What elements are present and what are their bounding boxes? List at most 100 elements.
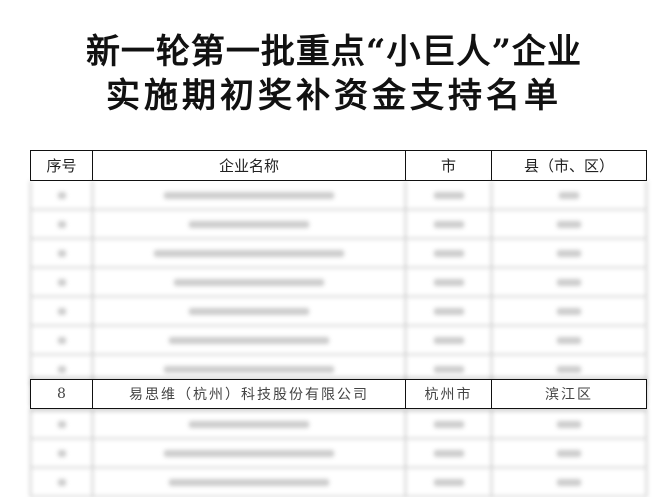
row-city: 杭州市 xyxy=(405,380,491,408)
redacted-text xyxy=(433,307,464,315)
blurred-cell xyxy=(92,181,405,209)
redacted-text xyxy=(433,420,464,428)
redacted-text xyxy=(57,278,66,286)
blurred-cell xyxy=(405,355,491,383)
redacted-text xyxy=(557,220,581,228)
redacted-text xyxy=(57,307,66,315)
blurred-cell xyxy=(92,355,405,383)
blurred-cell xyxy=(30,210,92,238)
blurred-cell xyxy=(92,326,405,354)
blurred-cell xyxy=(405,210,491,238)
redacted-text xyxy=(164,365,334,373)
blurred-cell xyxy=(405,326,491,354)
redacted-text xyxy=(164,449,334,457)
blurred-cell xyxy=(491,439,647,467)
redacted-text xyxy=(57,336,66,344)
blurred-cell xyxy=(405,181,491,209)
blurred-table-row xyxy=(30,439,647,468)
blurred-cell xyxy=(491,268,647,296)
redacted-text xyxy=(559,191,579,199)
blurred-cell xyxy=(405,410,491,438)
blurred-cell xyxy=(92,468,405,496)
blurred-cell xyxy=(405,297,491,325)
redacted-text xyxy=(557,249,581,257)
blurred-cell xyxy=(30,355,92,383)
redacted-text xyxy=(189,220,309,228)
table-row-highlighted: 8 易思维（杭州）科技股份有限公司 杭州市 滨江区 xyxy=(30,379,647,409)
blurred-table-row xyxy=(30,326,647,355)
blurred-cell xyxy=(92,297,405,325)
blurred-table-row xyxy=(30,410,647,439)
blurred-cell xyxy=(405,268,491,296)
header-city: 市 xyxy=(405,151,491,180)
blurred-cell xyxy=(92,239,405,267)
blurred-cell xyxy=(405,239,491,267)
blurred-cell xyxy=(491,297,647,325)
blurred-cell xyxy=(491,468,647,496)
table-header: 序号 企业名称 市 县（市、区） xyxy=(30,150,647,181)
redacted-text xyxy=(433,191,464,199)
blurred-cell xyxy=(92,439,405,467)
header-company: 企业名称 xyxy=(92,151,405,180)
redacted-text xyxy=(433,220,464,228)
redacted-text xyxy=(174,278,324,286)
blurred-cell xyxy=(30,181,92,209)
redacted-text xyxy=(164,191,334,199)
redacted-text xyxy=(57,449,66,457)
blurred-cell xyxy=(491,210,647,238)
redacted-text xyxy=(189,420,309,428)
redacted-text xyxy=(557,336,581,344)
row-company: 易思维（杭州）科技股份有限公司 xyxy=(92,380,405,408)
redacted-text xyxy=(57,365,66,373)
redacted-text xyxy=(557,420,581,428)
blurred-table-row xyxy=(30,297,647,326)
redacted-text xyxy=(57,420,66,428)
blurred-cell xyxy=(491,181,647,209)
blurred-cell xyxy=(30,410,92,438)
redacted-text xyxy=(154,249,344,257)
blurred-table-row xyxy=(30,181,647,210)
header-district: 县（市、区） xyxy=(491,151,647,180)
blurred-cell xyxy=(30,268,92,296)
blurred-cell xyxy=(491,410,647,438)
blurred-cell xyxy=(92,210,405,238)
redacted-text xyxy=(433,478,464,486)
blurred-cell xyxy=(491,239,647,267)
redacted-text xyxy=(57,478,66,486)
blurred-cell xyxy=(405,439,491,467)
document-title-line1: 新一轮第一批重点“小巨人”企业 xyxy=(85,32,583,72)
row-index: 8 xyxy=(30,380,92,408)
redacted-text xyxy=(433,278,464,286)
blurred-cell xyxy=(30,239,92,267)
blurred-cell xyxy=(405,468,491,496)
redacted-text xyxy=(169,336,329,344)
blurred-cell xyxy=(30,439,92,467)
redacted-text xyxy=(557,278,581,286)
blurred-cell xyxy=(491,355,647,383)
redacted-text xyxy=(557,449,581,457)
redacted-text xyxy=(57,249,66,257)
redacted-text xyxy=(189,307,309,315)
redacted-text xyxy=(433,449,464,457)
redacted-text xyxy=(557,365,581,373)
blurred-cell xyxy=(30,297,92,325)
blurred-table-row xyxy=(30,268,647,297)
redacted-text xyxy=(57,220,66,228)
blurred-table-row xyxy=(30,239,647,268)
blurred-cell xyxy=(30,326,92,354)
redacted-text xyxy=(169,478,329,486)
blurred-table-row xyxy=(30,210,647,239)
blurred-cell xyxy=(92,268,405,296)
redacted-text xyxy=(557,307,581,315)
redacted-text xyxy=(433,249,464,257)
redacted-text xyxy=(557,478,581,486)
redacted-text xyxy=(57,191,66,199)
redacted-text xyxy=(433,365,464,373)
redacted-text xyxy=(433,336,464,344)
blurred-table-row xyxy=(30,468,647,497)
blurred-cell xyxy=(92,410,405,438)
blurred-cell xyxy=(30,468,92,496)
header-index: 序号 xyxy=(30,151,92,180)
blurred-cell xyxy=(491,326,647,354)
document-title-line2: 实施期初奖补资金支持名单 xyxy=(106,76,562,116)
